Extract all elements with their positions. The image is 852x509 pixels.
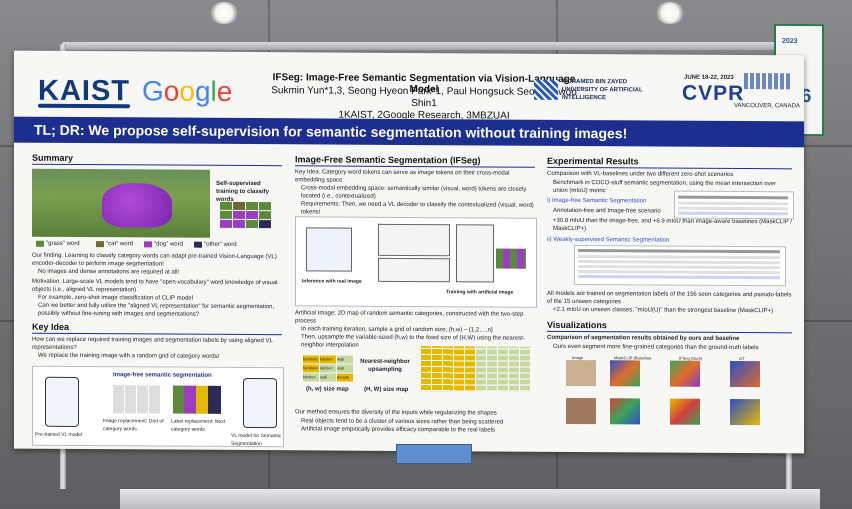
network-icon: [243, 377, 277, 429]
legend-swatch-other: [194, 241, 202, 248]
research-poster: KAIST Google IFSeg: Image-Free Semantic …: [14, 50, 804, 454]
results-table-2: [574, 245, 786, 287]
summary-motivation: Motivation. Large-scale VL models tend t…: [32, 278, 278, 294]
tldr-banner: TL; DR: We propose self-supervision for …: [14, 116, 804, 148]
legend-cat: "cat" word: [106, 241, 133, 248]
summary-heading: Summary: [32, 152, 74, 163]
vl-encoder-box: [378, 257, 450, 283]
key-idea-figure-label: Label replacement: Next category words: [171, 418, 226, 433]
dog-on-grass-image: [32, 168, 210, 238]
legend-swatch-dog: [144, 241, 152, 248]
artificial-image-text: Artificial Image: 2D map of random seman…: [295, 310, 524, 325]
ifseg-figure-caption: Training with artificial image: [446, 289, 514, 296]
kaist-logo-underline: [38, 103, 130, 109]
inference-image: [306, 227, 352, 272]
ifseg-bullet: Cross-modal embedding space: semanticall…: [301, 185, 527, 200]
experimental-heading: Experimental Results: [547, 155, 639, 167]
word-classification-output: [496, 248, 526, 269]
viz-bullet: Ours even segment more fine-grained cate…: [553, 343, 759, 352]
scenario-1-bullet: +30.8 mIoU than the image-free, and +6.9…: [553, 217, 793, 233]
experimental-all-bullet: +2.1 mIoU on unseen classes, "mIoU(U)" t…: [553, 306, 774, 315]
HW-size-map: [420, 346, 530, 392]
category-word-grid: [113, 385, 161, 414]
scenario-1-title: i) Image-free Semantic Segmentation: [547, 197, 647, 205]
experimental-intro: Comparison with VL-baselines under two d…: [547, 170, 734, 178]
legend-swatch-grass: [36, 240, 44, 247]
section-rule: [32, 163, 282, 167]
label-grid: [173, 385, 221, 414]
ifseg-architecture-figure: Inference with real image Training with …: [295, 216, 537, 308]
ifseg-ensure: Our method ensures the diversity of the …: [295, 409, 497, 417]
section-rule: [547, 330, 792, 334]
key-idea-question: How can we replace required training ima…: [32, 336, 273, 351]
ceiling-light: [655, 2, 685, 24]
hanging-card: [396, 444, 472, 464]
viz-subtitle: Comparison of segmentation results obtai…: [547, 334, 740, 343]
key-idea-heading: Key Idea: [32, 321, 70, 332]
key-idea-figure-title: Image-free semantic segmentation: [113, 372, 212, 379]
purple-dog-segment: [102, 183, 172, 228]
legend-swatch-cat: [96, 241, 104, 248]
vl-decoder-box: [378, 223, 450, 257]
ceiling-light: [209, 2, 239, 24]
training-label: Self-supervised training to classify wor…: [216, 180, 270, 203]
cvpr-date: JUNE 18-22, 2023: [684, 74, 734, 81]
board-year: 2023: [782, 37, 798, 45]
key-idea-figure: Image-free semantic segmentation Pre-tra…: [32, 365, 284, 448]
key-idea-figure-label: Pre-trained VL model: [35, 431, 83, 439]
HW-size-label: (H, W) size map: [364, 386, 409, 393]
experimental-all: All models are trained on segmentation l…: [547, 290, 792, 306]
board-base: [120, 489, 820, 509]
summary-motivation-bullet: Can we better and fully utilize the "ali…: [38, 302, 275, 318]
results-table-1: [674, 190, 794, 220]
ifseg-bullet: Requirements: Then, we need a VL decoder…: [301, 201, 534, 216]
key-idea-figure-label: Image replacement: Grid of category word…: [103, 418, 164, 433]
mbzuai-icon: [534, 79, 558, 100]
visualizations-heading: Visualizations: [547, 319, 607, 331]
scenario-2-title: ii) Weakly-supervised Semantic Segmentat…: [547, 236, 670, 244]
summary-finding: Our finding. Learning to classify catego…: [32, 252, 277, 268]
cvpr-location: VANCOUVER, CANADA: [734, 102, 800, 110]
legend-grass: "grass" word: [46, 240, 80, 247]
scenario-1-bullet: Annotation-free and Image-free scenario: [553, 207, 661, 215]
legend-dog: "dog" word: [154, 241, 183, 248]
key-idea-figure-label: VL model for Semantic Segmentation: [231, 432, 282, 448]
key-idea-bullet: We replace the training image with a ran…: [38, 352, 220, 360]
section-rule: [295, 165, 535, 168]
decoder-box: [456, 224, 494, 283]
ifseg-figure-caption: Inference with real image: [302, 278, 362, 285]
ifseg-key: Key Idea. Category word tokens can serve…: [295, 169, 510, 184]
network-icon: [45, 376, 79, 427]
poster-board-rail: [62, 42, 792, 50]
vancouver-skyline-icon: [744, 73, 792, 90]
upsample-label: Nearest-neighbor upsampling: [360, 358, 410, 373]
ifseg-heading: Image-Free Semantic Segmentation (IFSeg): [295, 154, 481, 166]
google-logo: Google: [142, 75, 233, 107]
legend-other: "other" word: [204, 241, 237, 248]
section-rule: [547, 166, 792, 170]
hw-size-label: (h, w) size map: [306, 386, 349, 393]
ifseg-ensure-bullet: Artificial image empirically provides ef…: [301, 426, 495, 434]
section-rule: [32, 332, 282, 336]
mbzuai-logo: MOHAMED BIN ZAYED UNIVERSITY OF ARTIFICI…: [534, 78, 662, 103]
summary-finding-bullet: No images and dense annotations are requ…: [38, 268, 180, 276]
